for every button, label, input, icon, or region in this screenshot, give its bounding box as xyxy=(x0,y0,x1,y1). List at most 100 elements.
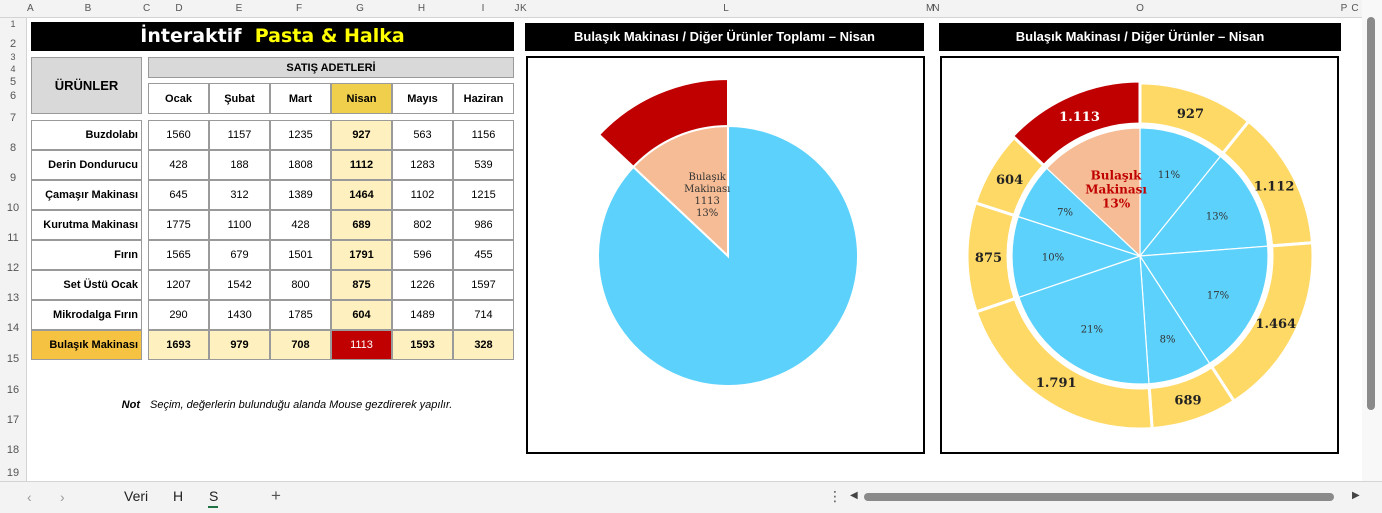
column-header[interactable]: L xyxy=(723,3,729,14)
sales-cell[interactable]: 1112 xyxy=(331,150,392,180)
row-header[interactable]: 17 xyxy=(6,414,20,426)
sales-cell[interactable]: 455 xyxy=(453,240,514,270)
column-header[interactable]: C xyxy=(1351,3,1359,14)
row-header[interactable]: 4 xyxy=(10,64,16,74)
sales-cell[interactable]: 428 xyxy=(270,210,331,240)
sales-cell[interactable]: 708 xyxy=(270,330,331,360)
row-header[interactable]: 2 xyxy=(9,38,17,50)
sales-cell[interactable]: 1565 xyxy=(148,240,209,270)
sales-header[interactable]: SATIŞ ADETLERİ xyxy=(148,57,514,78)
sales-cell[interactable]: 927 xyxy=(331,120,392,150)
product-label[interactable]: Bulaşık Makinası xyxy=(31,330,142,360)
sales-cell[interactable]: 563 xyxy=(392,120,453,150)
row-header[interactable]: 19 xyxy=(6,467,20,479)
sales-cell[interactable]: 328 xyxy=(453,330,514,360)
sales-cell[interactable]: 1597 xyxy=(453,270,514,300)
row-header[interactable]: 16 xyxy=(6,384,20,396)
product-label[interactable]: Derin Dondurucu xyxy=(31,150,142,180)
row-header[interactable]: 18 xyxy=(6,444,20,456)
sales-cell[interactable]: 986 xyxy=(453,210,514,240)
sales-cell[interactable]: 1215 xyxy=(453,180,514,210)
product-label[interactable]: Kurutma Makinası xyxy=(31,210,142,240)
sales-cell[interactable]: 1593 xyxy=(392,330,453,360)
row-header[interactable]: 5 xyxy=(9,76,17,88)
note-text[interactable]: Seçim, değerlerin bulunduğu alanda Mouse… xyxy=(150,399,453,411)
column-header[interactable]: C xyxy=(143,3,151,14)
row-header[interactable]: 9 xyxy=(9,172,17,184)
sales-cell[interactable]: 679 xyxy=(209,240,270,270)
month-header[interactable]: Mart xyxy=(270,83,331,114)
sales-cell[interactable]: 1157 xyxy=(209,120,270,150)
sales-cell[interactable]: 800 xyxy=(270,270,331,300)
column-header[interactable]: N xyxy=(932,3,940,14)
sales-cell[interactable]: 979 xyxy=(209,330,270,360)
row-header[interactable]: 14 xyxy=(6,322,20,334)
pie-chart-frame[interactable]: Bulaşık Makinası 1113 13% xyxy=(526,56,925,454)
scroll-left-icon[interactable]: ◀ xyxy=(850,490,858,501)
sales-cell[interactable]: 312 xyxy=(209,180,270,210)
product-label[interactable]: Buzdolabı xyxy=(31,120,142,150)
month-header[interactable]: Mayıs xyxy=(392,83,453,114)
month-header[interactable]: Şubat xyxy=(209,83,270,114)
column-header[interactable]: B xyxy=(84,3,92,14)
product-label[interactable]: Set Üstü Ocak xyxy=(31,270,142,300)
column-header[interactable]: G xyxy=(356,3,364,14)
sales-cell[interactable]: 1775 xyxy=(148,210,209,240)
sales-cell[interactable]: 1113 xyxy=(331,330,392,360)
doughnut-chart-frame[interactable]: 927 1.112 1.464 689 1.791 875 604 1.113 11% 13% 17… xyxy=(940,56,1339,454)
column-header[interactable]: H xyxy=(417,3,426,14)
row-header[interactable]: 11 xyxy=(7,232,19,244)
column-header[interactable]: O xyxy=(1136,3,1144,14)
sales-cell[interactable]: 645 xyxy=(148,180,209,210)
row-header[interactable]: 3 xyxy=(10,52,16,62)
vertical-scrollbar[interactable] xyxy=(1362,0,1382,481)
row-header[interactable]: 7 xyxy=(9,112,17,124)
add-sheet-button[interactable]: + xyxy=(271,486,281,505)
row-header[interactable]: 12 xyxy=(6,262,20,274)
sales-cell[interactable]: 1542 xyxy=(209,270,270,300)
sales-cell[interactable]: 1235 xyxy=(270,120,331,150)
sales-cell[interactable]: 1102 xyxy=(392,180,453,210)
horizontal-scroll-thumb[interactable] xyxy=(864,493,1334,501)
sales-cell[interactable]: 1430 xyxy=(209,300,270,330)
column-header[interactable]: I xyxy=(481,3,485,14)
sheet-tab-h[interactable]: H xyxy=(173,488,184,504)
sales-cell[interactable]: 1808 xyxy=(270,150,331,180)
column-header[interactable]: A xyxy=(27,3,34,14)
sales-cell[interactable]: 604 xyxy=(331,300,392,330)
sheet-tab-veri[interactable]: Veri xyxy=(124,488,149,504)
sales-cell[interactable]: 1464 xyxy=(331,180,392,210)
vertical-scroll-thumb[interactable] xyxy=(1367,17,1375,410)
sales-cell[interactable]: 596 xyxy=(392,240,453,270)
column-header[interactable]: D xyxy=(175,3,183,14)
sales-cell[interactable]: 1785 xyxy=(270,300,331,330)
column-header[interactable]: K xyxy=(520,3,527,14)
sales-cell[interactable]: 1693 xyxy=(148,330,209,360)
column-header[interactable]: E xyxy=(235,3,243,14)
sales-cell[interactable]: 1389 xyxy=(270,180,331,210)
sales-cell[interactable]: 689 xyxy=(331,210,392,240)
sales-cell[interactable]: 1100 xyxy=(209,210,270,240)
month-header[interactable]: Ocak xyxy=(148,83,209,114)
product-label[interactable]: Mikrodalga Fırın xyxy=(31,300,142,330)
note-label[interactable]: Not xyxy=(121,399,140,411)
sales-cell[interactable]: 1283 xyxy=(392,150,453,180)
sheet-tab-s[interactable]: S xyxy=(209,488,219,504)
sales-cell[interactable]: 428 xyxy=(148,150,209,180)
column-header[interactable]: P xyxy=(1340,3,1348,14)
sales-cell[interactable]: 714 xyxy=(453,300,514,330)
sales-cell[interactable]: 1489 xyxy=(392,300,453,330)
next-sheet-icon[interactable]: › xyxy=(60,489,65,505)
row-header[interactable]: 6 xyxy=(9,90,17,102)
column-header[interactable]: M xyxy=(926,3,935,14)
sales-cell[interactable]: 1501 xyxy=(270,240,331,270)
product-label[interactable]: Fırın xyxy=(31,240,142,270)
sales-cell[interactable]: 1560 xyxy=(148,120,209,150)
row-header[interactable]: 15 xyxy=(6,353,20,365)
row-header[interactable]: 1 xyxy=(10,19,16,29)
more-options-icon[interactable]: ⋮ xyxy=(828,488,842,504)
sales-cell[interactable]: 875 xyxy=(331,270,392,300)
horizontal-scrollbar[interactable]: ◀ ▶ xyxy=(848,490,1364,504)
column-header[interactable]: J xyxy=(514,3,520,14)
sales-cell[interactable]: 539 xyxy=(453,150,514,180)
